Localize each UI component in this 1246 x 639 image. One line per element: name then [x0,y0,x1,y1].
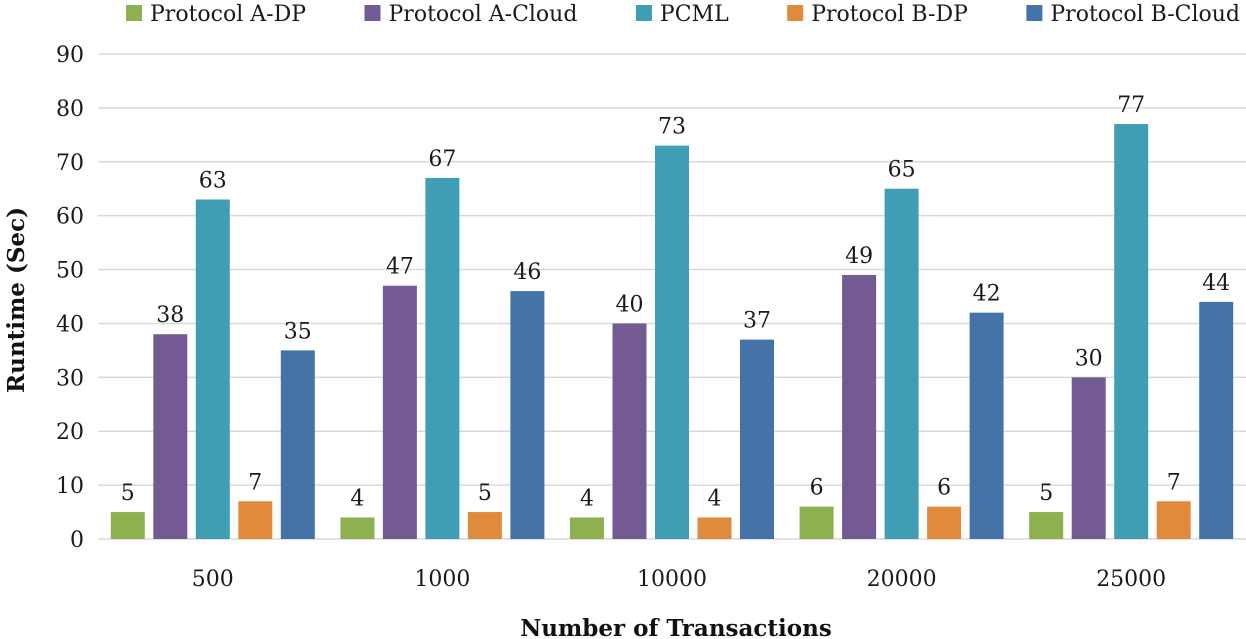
bars [110,124,1234,540]
y-tick-label: 30 [56,366,84,391]
bar [425,177,460,539]
data-label: 44 [1202,271,1230,296]
data-label: 5 [478,481,492,506]
y-tick-label: 0 [70,528,84,553]
x-axis-title: Number of Transactions [520,615,832,639]
bar [340,517,375,539]
y-tick-label: 50 [56,259,84,284]
x-axis-ticks: 500 1000 10000 20000 25000 [192,567,1166,592]
bar [510,291,545,539]
x-tick-label: 1000 [414,567,470,592]
data-label: 7 [1167,470,1181,495]
bar [697,517,732,539]
bar [1199,301,1234,539]
data-label: 67 [428,147,456,172]
y-tick-label: 40 [56,312,84,337]
data-label: 7 [248,470,262,495]
x-tick-label: 20000 [867,567,937,592]
bar [927,506,962,539]
legend-swatch [1026,5,1043,21]
data-label: 35 [284,319,312,344]
bar [1071,377,1106,539]
bar [842,274,877,539]
y-tick-label: 80 [56,97,84,122]
bar [1029,512,1064,539]
bar [280,350,315,539]
bar [740,339,774,539]
legend-item: PCML [635,2,729,27]
bar [655,145,689,539]
bar [238,501,273,539]
data-label: 6 [937,476,951,501]
bar [969,312,1004,539]
legend-swatch [126,5,142,21]
bar [1114,124,1149,540]
data-label: 38 [156,303,184,328]
data-label: 47 [386,255,414,280]
data-label: 4 [708,486,722,511]
data-label: 65 [888,158,916,183]
legend-label: Protocol A-DP [150,2,306,27]
bar [1156,501,1191,539]
bar [884,188,919,539]
data-label: 40 [616,292,644,317]
legend: Protocol A-DP Protocol A-Cloud PCML Protoco… [126,2,1240,27]
y-tick-label: 10 [56,474,84,499]
x-tick-label: 25000 [1096,567,1166,592]
data-label: 5 [1039,481,1053,506]
bar [110,512,145,539]
data-label: 46 [513,260,541,285]
legend-label: Protocol B-DP [811,2,968,27]
bar [612,323,647,539]
y-tick-label: 70 [56,151,84,176]
y-tick-label: 20 [56,420,84,445]
data-label: 49 [845,244,873,269]
legend-item: Protocol A-DP [126,2,306,27]
bar [195,199,230,539]
data-label: 73 [658,115,686,140]
x-tick-label: 500 [192,567,234,592]
bar [570,517,604,539]
data-label: 4 [580,486,594,511]
legend-item: Protocol B-DP [787,2,968,27]
legend-swatch [364,5,381,21]
legend-label: Protocol A-Cloud [389,2,578,27]
data-label: 37 [743,309,771,334]
bar [153,334,188,539]
data-label: 30 [1075,346,1103,371]
y-tick-label: 90 [56,43,84,68]
bar [799,506,834,539]
y-axis-title: Runtime (Sec) [3,207,30,393]
legend-label: Protocol B-Cloud [1050,2,1240,27]
x-tick-label: 10000 [637,567,707,592]
legend-swatch [787,5,804,21]
legend-item: Protocol A-Cloud [364,2,578,27]
legend-swatch [635,5,652,21]
data-label: 77 [1117,93,1145,118]
data-label: 5 [121,481,135,506]
data-label: 63 [199,169,227,194]
data-label: 6 [810,476,824,501]
legend-label: PCML [660,2,729,27]
y-axis-ticks: 0 10 20 30 40 50 60 70 80 90 [56,43,84,553]
legend-item: Protocol B-Cloud [1026,2,1240,27]
data-label: 42 [973,282,1001,307]
bar [467,512,502,539]
data-label: 4 [350,486,364,511]
bar [382,285,417,539]
y-tick-label: 60 [56,205,84,230]
